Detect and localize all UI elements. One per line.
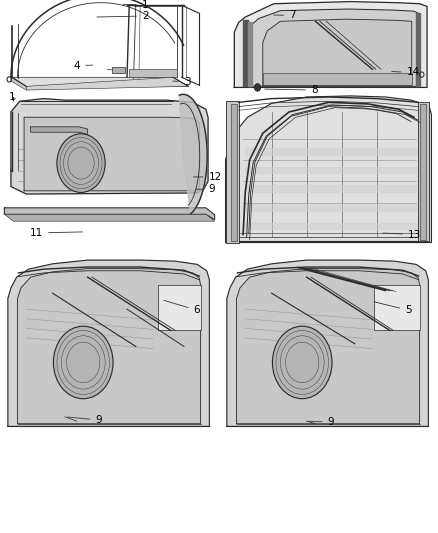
Text: 9: 9 [67, 415, 102, 425]
Polygon shape [179, 94, 207, 214]
Polygon shape [24, 117, 199, 191]
Polygon shape [129, 69, 177, 77]
Text: 12: 12 [193, 172, 222, 182]
Polygon shape [245, 9, 418, 86]
Circle shape [255, 84, 260, 91]
Polygon shape [237, 269, 420, 424]
Polygon shape [234, 2, 427, 87]
Polygon shape [263, 19, 412, 85]
Polygon shape [227, 260, 428, 426]
Polygon shape [112, 67, 125, 73]
Polygon shape [248, 22, 252, 86]
Text: 14: 14 [392, 68, 420, 77]
Polygon shape [245, 223, 416, 229]
Polygon shape [231, 104, 237, 241]
Polygon shape [18, 269, 201, 424]
Circle shape [53, 326, 113, 399]
Circle shape [272, 326, 332, 399]
Polygon shape [245, 185, 416, 192]
Text: 9: 9 [309, 417, 334, 427]
Text: 9: 9 [195, 184, 215, 194]
Polygon shape [11, 77, 188, 86]
Polygon shape [4, 208, 215, 220]
Text: 1: 1 [123, 0, 148, 10]
Polygon shape [226, 101, 239, 243]
Polygon shape [158, 285, 201, 330]
Polygon shape [420, 104, 426, 240]
Text: 8: 8 [265, 85, 318, 95]
Text: 5: 5 [374, 302, 412, 315]
Polygon shape [245, 148, 416, 155]
Polygon shape [11, 77, 26, 90]
Text: 2: 2 [97, 11, 148, 21]
Polygon shape [263, 73, 412, 85]
Text: 7: 7 [273, 11, 296, 20]
Polygon shape [31, 127, 88, 134]
Text: 3: 3 [173, 77, 191, 86]
Polygon shape [245, 204, 416, 211]
Polygon shape [26, 77, 188, 90]
Polygon shape [243, 20, 248, 86]
Text: 6: 6 [164, 300, 200, 315]
Polygon shape [416, 13, 420, 86]
Polygon shape [8, 260, 209, 426]
Polygon shape [4, 214, 215, 221]
Text: 13: 13 [383, 230, 421, 239]
Circle shape [57, 134, 105, 192]
Polygon shape [418, 102, 429, 241]
Polygon shape [226, 96, 431, 243]
Text: 1: 1 [9, 92, 15, 102]
Polygon shape [11, 99, 208, 194]
Text: 4: 4 [74, 61, 93, 70]
Polygon shape [374, 285, 420, 330]
Polygon shape [245, 167, 416, 173]
Text: 11: 11 [30, 228, 83, 238]
